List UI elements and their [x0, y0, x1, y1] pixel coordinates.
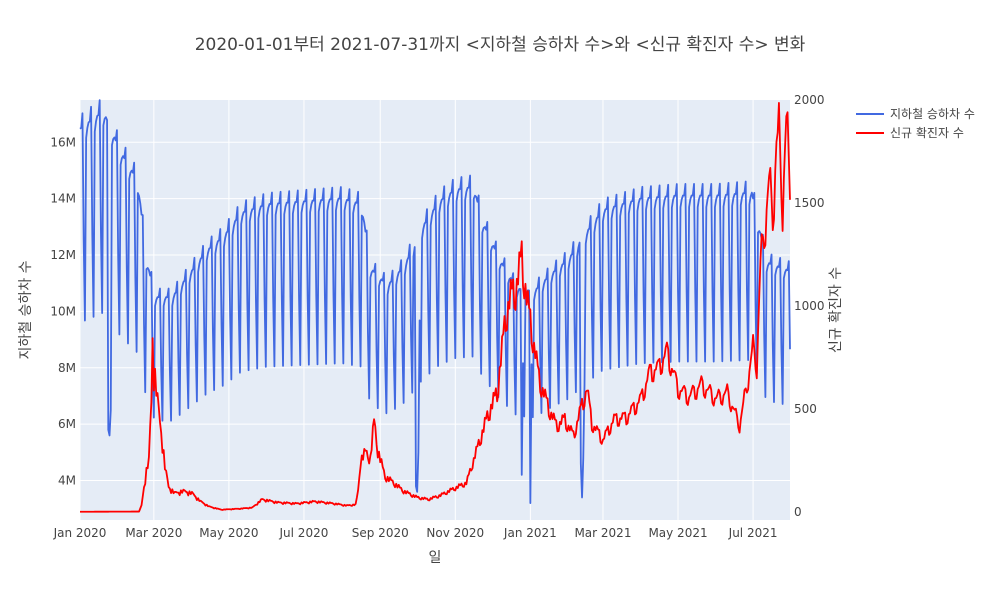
series-line-subway — [79, 99, 791, 504]
y-right-tick-label: 1500 — [794, 196, 825, 210]
x-axis: Jan 2020 Mar 2020 May 2020 Jul 2020 Sep 2020… — [53, 526, 778, 540]
x-tick-label: May 2020 — [199, 526, 258, 540]
x-tick-label: Jan 2021 — [503, 526, 557, 540]
x-tick-label: Jan 2020 — [53, 526, 107, 540]
y-right-tick-label: 0 — [794, 505, 802, 519]
x-tick-label: Nov 2020 — [426, 526, 484, 540]
y-left-tick-label: 6M — [58, 417, 76, 431]
y-left-tick-label: 12M — [50, 248, 76, 262]
x-tick-label: Sep 2020 — [352, 526, 409, 540]
x-tick-label: Mar 2020 — [125, 526, 182, 540]
series-group — [79, 99, 791, 513]
legend-item[interactable]: 신규 확진자 수 — [856, 126, 964, 140]
y-axis-right: 0 500 1000 1500 2000 — [794, 93, 825, 519]
y-axis-left: 4M 6M 8M 10M 12M 14M 16M — [50, 135, 76, 487]
x-tick-label: May 2021 — [648, 526, 707, 540]
y-right-tick-label: 1000 — [794, 299, 825, 313]
legend-label: 지하철 승하차 수 — [890, 107, 975, 121]
y-left-tick-label: 16M — [50, 135, 76, 149]
legend-item[interactable]: 지하철 승하차 수 — [856, 107, 975, 121]
y-right-tick-label: 500 — [794, 402, 817, 416]
x-axis-title: 일 — [429, 550, 442, 566]
y-left-tick-label: 4M — [58, 474, 76, 488]
y-left-tick-label: 14M — [50, 192, 76, 206]
y-axis-right-title: 신규 확진자 수 — [828, 267, 844, 353]
y-left-tick-label: 8M — [58, 361, 76, 375]
legend-label: 신규 확진자 수 — [890, 126, 964, 140]
y-axis-left-title: 지하철 승하차 수 — [18, 260, 34, 359]
series-line-cases — [80, 102, 791, 513]
grid — [79, 100, 790, 520]
x-tick-label: Mar 2021 — [574, 526, 631, 540]
x-tick-label: Jul 2021 — [728, 526, 778, 540]
x-tick-label: Jul 2020 — [279, 526, 329, 540]
legend[interactable]: 지하철 승하차 수신규 확진자 수 — [856, 107, 975, 140]
y-right-tick-label: 2000 — [794, 93, 825, 107]
y-left-tick-label: 10M — [50, 304, 76, 318]
chart-title: 2020-01-01부터 2021-07-31까지 <지하철 승하차 수>와 <… — [195, 35, 806, 55]
